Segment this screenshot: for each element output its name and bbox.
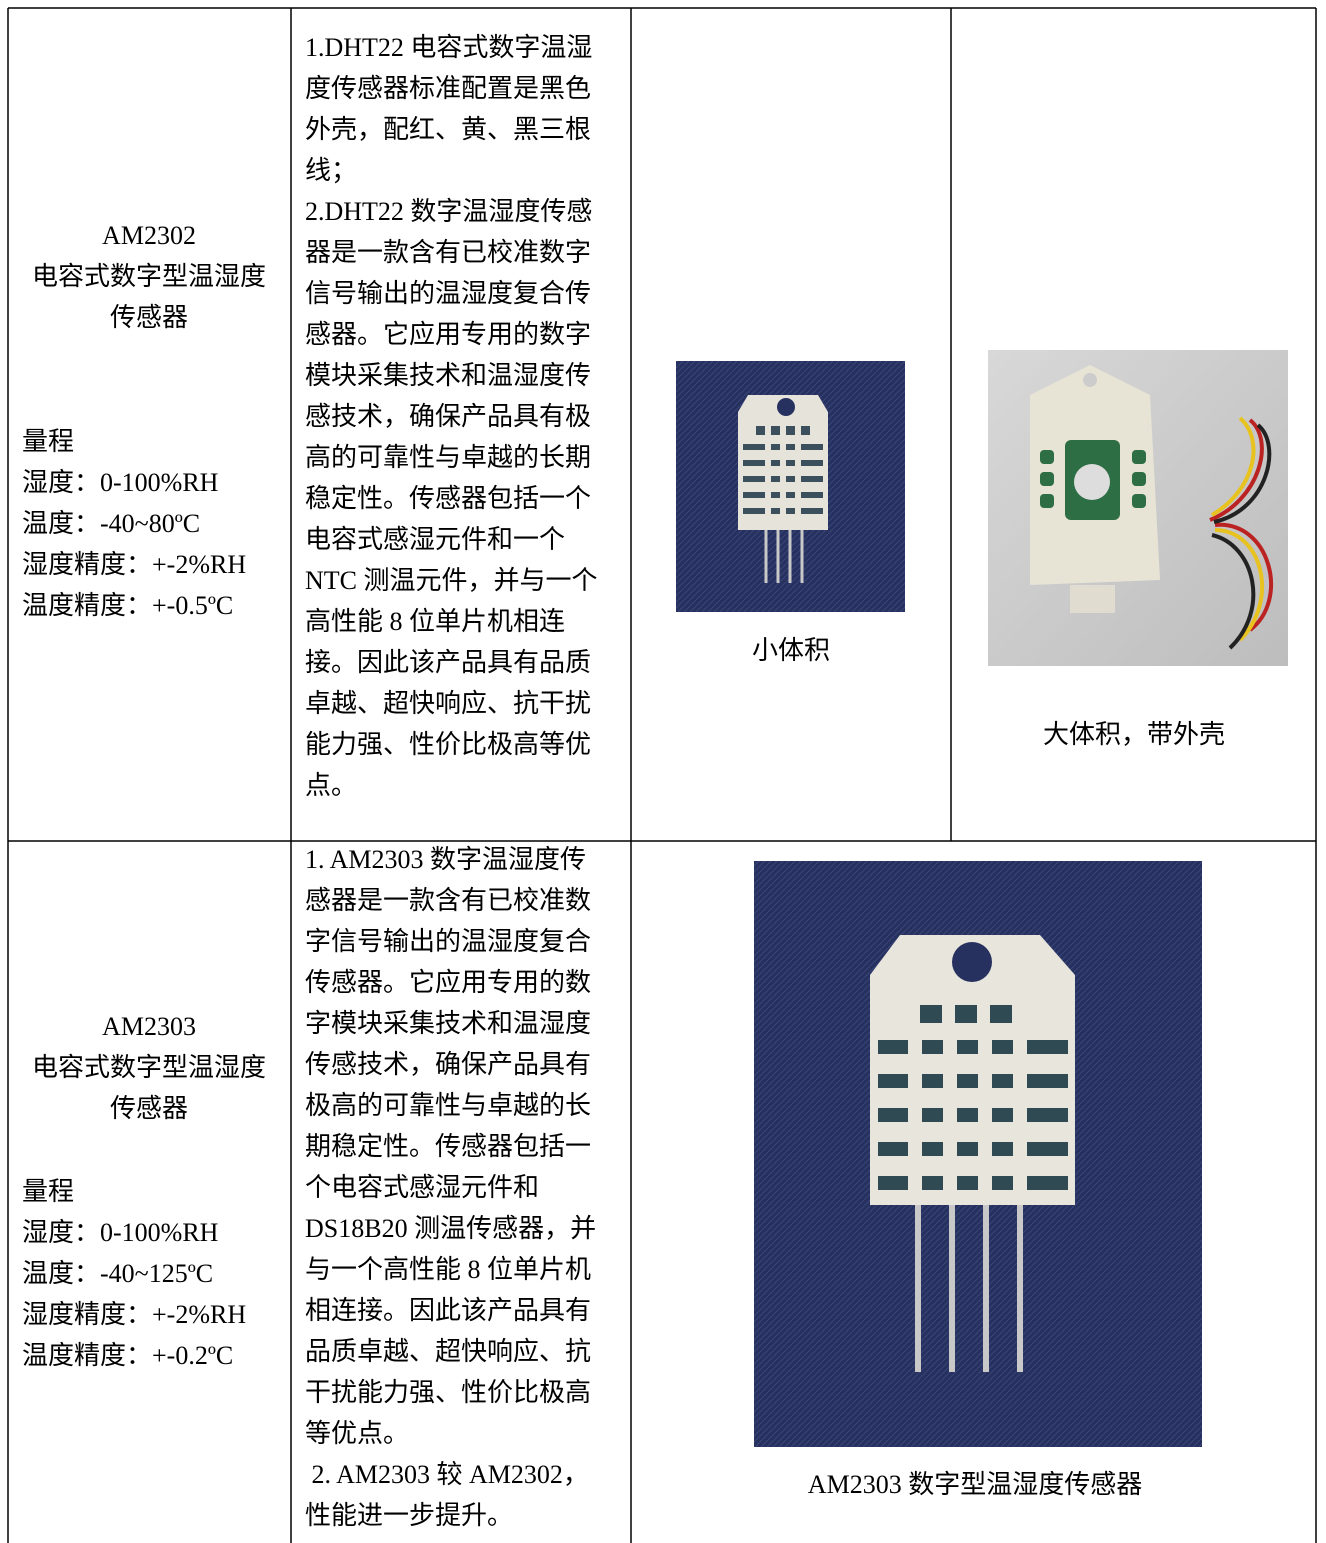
photo-caption: 大体积，带外壳	[1043, 720, 1225, 749]
description-line: 能力强、性价比极高等优	[305, 730, 591, 759]
description-line: 信号输出的温湿度复合传	[305, 279, 591, 308]
photo-housed-sensor	[988, 350, 1288, 666]
description-line: 字模块采集技术和温湿度	[305, 1009, 591, 1038]
photo-caption: 小体积	[752, 636, 830, 665]
description-line: 线；	[305, 156, 357, 185]
description-line: NTC 测温元件，并与一个	[305, 566, 598, 595]
spec-line: 温度精度：+-0.5ºC	[22, 591, 233, 620]
spec-line: 量程	[22, 427, 74, 456]
description-line: 等优点。	[305, 1419, 409, 1448]
description-line: 感器。它应用专用的数字	[305, 320, 591, 349]
description-line: 模块采集技术和温湿度传	[305, 361, 591, 390]
description-line: 期稳定性。传感器包括一	[305, 1132, 591, 1161]
description-line: 与一个高性能 8 位单片机	[305, 1255, 591, 1284]
spec-line: 量程	[22, 1177, 74, 1206]
description-line: 点。	[305, 771, 357, 800]
description-line: 1.DHT22 电容式数字温湿	[305, 33, 592, 62]
spec-line: 湿度精度：+-2%RH	[22, 550, 246, 579]
spec-line: 湿度：0-100%RH	[22, 468, 219, 497]
description-line: 接。因此该产品具有品质	[305, 648, 591, 677]
product-name: 传感器	[110, 1094, 188, 1123]
description-line: 2. AM2303 较 AM2302，	[305, 1460, 589, 1489]
description-line: 传感技术，确保产品具有	[305, 1050, 591, 1079]
description-line: 感器是一款含有已校准数	[305, 886, 591, 915]
description-line: 器是一款含有已校准数字	[305, 238, 591, 267]
description-line: 感技术，确保产品具有极	[305, 402, 591, 431]
description-line: 卓越、超快响应、抗干扰	[305, 689, 591, 718]
description-line: 性能进一步提升。	[305, 1501, 513, 1530]
description-line: 稳定性。传感器包括一个	[305, 484, 591, 513]
description-line: 1. AM2303 数字温湿度传	[305, 845, 586, 874]
photo-am2303	[754, 861, 1202, 1447]
description-line: 度传感器标准配置是黑色	[305, 74, 591, 103]
description-line: 2.DHT22 数字温湿度传感	[305, 197, 592, 226]
model-name: AM2303	[102, 1012, 196, 1041]
description-line: 品质卓越、超快响应、抗	[305, 1337, 591, 1366]
description-line: 电容式感湿元件和一个	[305, 525, 565, 554]
model-name: AM2302	[102, 221, 196, 250]
spec-line: 湿度：0-100%RH	[22, 1218, 219, 1247]
product-name: 电容式数字型温湿度	[32, 1053, 266, 1082]
spec-line: 温度：-40~80ºC	[22, 509, 200, 538]
product-name: 传感器	[110, 303, 188, 332]
description-line: DS18B20 测温传感器，并	[305, 1214, 596, 1243]
description-line: 外壳，配红、黄、黑三根	[305, 115, 591, 144]
spec-line: 温度精度：+-0.2ºC	[22, 1341, 233, 1370]
photo-small-sensor	[676, 361, 905, 612]
table-borders	[7, 7, 1317, 1543]
description-line: 高的可靠性与卓越的长期	[305, 443, 591, 472]
description-line: 相连接。因此该产品具有	[305, 1296, 591, 1325]
description-line: 干扰能力强、性价比极高	[305, 1378, 591, 1407]
photo-caption: AM2303 数字型温湿度传感器	[808, 1470, 1142, 1499]
description-line: 高性能 8 位单片机相连	[305, 607, 565, 636]
description-line: 极高的可靠性与卓越的长	[305, 1091, 591, 1120]
product-name: 电容式数字型温湿度	[32, 262, 266, 291]
spec-line: 温度：-40~125ºC	[22, 1259, 213, 1288]
description-line: 传感器。它应用专用的数	[305, 968, 591, 997]
description-line: 个电容式感湿元件和	[305, 1173, 539, 1202]
spec-line: 湿度精度：+-2%RH	[22, 1300, 246, 1329]
description-line: 字信号输出的温湿度复合	[305, 927, 591, 956]
